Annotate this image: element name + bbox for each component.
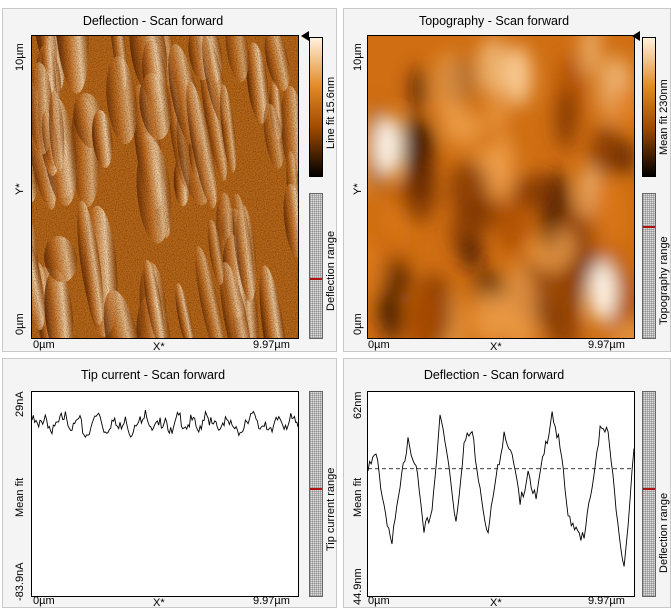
x-axis-label: X* xyxy=(490,341,502,353)
topography-feature xyxy=(516,173,552,210)
tip-current-plot[interactable] xyxy=(31,391,299,597)
deflection-colorbar xyxy=(309,37,323,177)
x-left-label: 0µm xyxy=(33,339,55,351)
topography-blobs xyxy=(368,36,634,338)
topography-feature xyxy=(610,318,634,338)
deflection-plot-title: Deflection - Scan forward xyxy=(423,368,565,382)
topography-feature xyxy=(618,139,634,177)
topography-image-panel: Topography - Scan forward Mean fit 230nm… xyxy=(343,8,671,353)
x-right-label: 9.97µm xyxy=(588,595,625,607)
topography-image-canvas xyxy=(368,36,634,338)
y-bottom-label: 0µm xyxy=(352,313,364,335)
deflection-plot-range-slider[interactable] xyxy=(642,391,656,597)
deflection-image-plot[interactable] xyxy=(31,35,299,339)
x-axis-label: X* xyxy=(153,597,165,609)
deflection-range-marker[interactable] xyxy=(310,278,322,280)
topography-feature xyxy=(581,36,600,76)
y-bottom-label: 44.9nm xyxy=(352,568,364,605)
topography-feature xyxy=(588,173,622,263)
topography-feature xyxy=(547,301,580,338)
x-right-label: 9.97µm xyxy=(253,339,290,351)
tip-current-range-label: Tip current range xyxy=(325,467,337,551)
y-top-label: 10µm xyxy=(352,43,364,71)
deflection-plot-range-label: Deflection range xyxy=(658,492,670,573)
deflection-image-panel: Deflection - Scan forward Li xyxy=(2,8,337,353)
topography-feature xyxy=(460,236,484,271)
topography-peak xyxy=(504,46,532,106)
topography-feature xyxy=(385,203,405,258)
deflection-series-line xyxy=(368,411,634,567)
topography-feature xyxy=(368,238,390,301)
x-right-label: 9.97µm xyxy=(588,339,625,351)
topography-feature xyxy=(410,122,434,201)
deflection-plot-panel: Deflection - Scan forward Deflection ran… xyxy=(343,358,671,609)
x-right-label: 9.97µm xyxy=(253,595,290,607)
tip-current-title: Tip current - Scan forward xyxy=(80,368,226,382)
y-axis-label: Mean fit xyxy=(352,477,364,517)
topography-feature xyxy=(490,132,515,203)
topography-feature xyxy=(472,290,507,338)
x-axis-label: X* xyxy=(490,597,502,609)
tip-current-series-line xyxy=(32,409,298,438)
topography-feature xyxy=(487,94,507,132)
topography-image-title: Topography - Scan forward xyxy=(418,14,570,28)
y-bottom-label: -83.9nA xyxy=(14,562,26,601)
deflection-image-title: Deflection - Scan forward xyxy=(82,14,224,28)
topography-range-slider[interactable] xyxy=(642,193,656,339)
topography-peak xyxy=(589,261,617,321)
topography-feature xyxy=(551,228,577,266)
deflection-plot-range-marker[interactable] xyxy=(643,488,655,490)
line-position-arrow[interactable] xyxy=(301,31,309,41)
topography-feature xyxy=(607,87,634,127)
y-bottom-label: 0µm xyxy=(14,313,26,335)
topography-feature xyxy=(410,66,428,113)
y-axis-label: Y* xyxy=(352,183,364,195)
deflection-line-chart xyxy=(368,411,634,567)
deflection-range-label: Deflection range xyxy=(325,230,337,311)
deflection-image-canvas xyxy=(32,36,298,338)
topography-peak xyxy=(374,116,402,176)
topography-feature xyxy=(501,263,538,338)
y-axis-label: Mean fit xyxy=(14,477,26,517)
x-left-label: 0µm xyxy=(368,595,390,607)
topography-range-label: Topography range xyxy=(658,236,670,325)
y-top-label: 10µm xyxy=(14,43,26,71)
deflection-line-plot[interactable] xyxy=(367,391,635,597)
y-top-label: 29nA xyxy=(14,391,26,417)
topography-feature xyxy=(466,197,498,232)
topography-colorbar-label: Mean fit 230nm xyxy=(658,79,670,155)
deflection-colorbar-label: Line fit 15.6nm xyxy=(325,76,337,149)
topography-feature xyxy=(590,125,625,178)
topography-image-plot[interactable] xyxy=(367,35,635,339)
topography-feature xyxy=(433,51,468,124)
y-top-label: 62nm xyxy=(352,391,364,419)
x-axis-label: X* xyxy=(153,341,165,353)
tip-current-range-marker[interactable] xyxy=(310,488,322,490)
topography-colorbar xyxy=(642,37,656,177)
topography-range-marker[interactable] xyxy=(643,226,655,228)
topography-feature xyxy=(554,89,577,152)
topography-feature xyxy=(477,36,510,96)
tip-current-panel: Tip current - Scan forward Tip current r… xyxy=(2,358,337,609)
tip-current-chart xyxy=(32,409,298,438)
x-left-label: 0µm xyxy=(368,339,390,351)
y-axis-label: Y* xyxy=(14,183,26,195)
topography-feature xyxy=(405,286,443,338)
deflection-range-slider[interactable] xyxy=(309,193,323,339)
line-position-arrow[interactable] xyxy=(632,31,640,41)
topography-feature xyxy=(381,292,404,338)
x-left-label: 0µm xyxy=(33,595,55,607)
tip-current-range-slider[interactable] xyxy=(309,391,323,597)
